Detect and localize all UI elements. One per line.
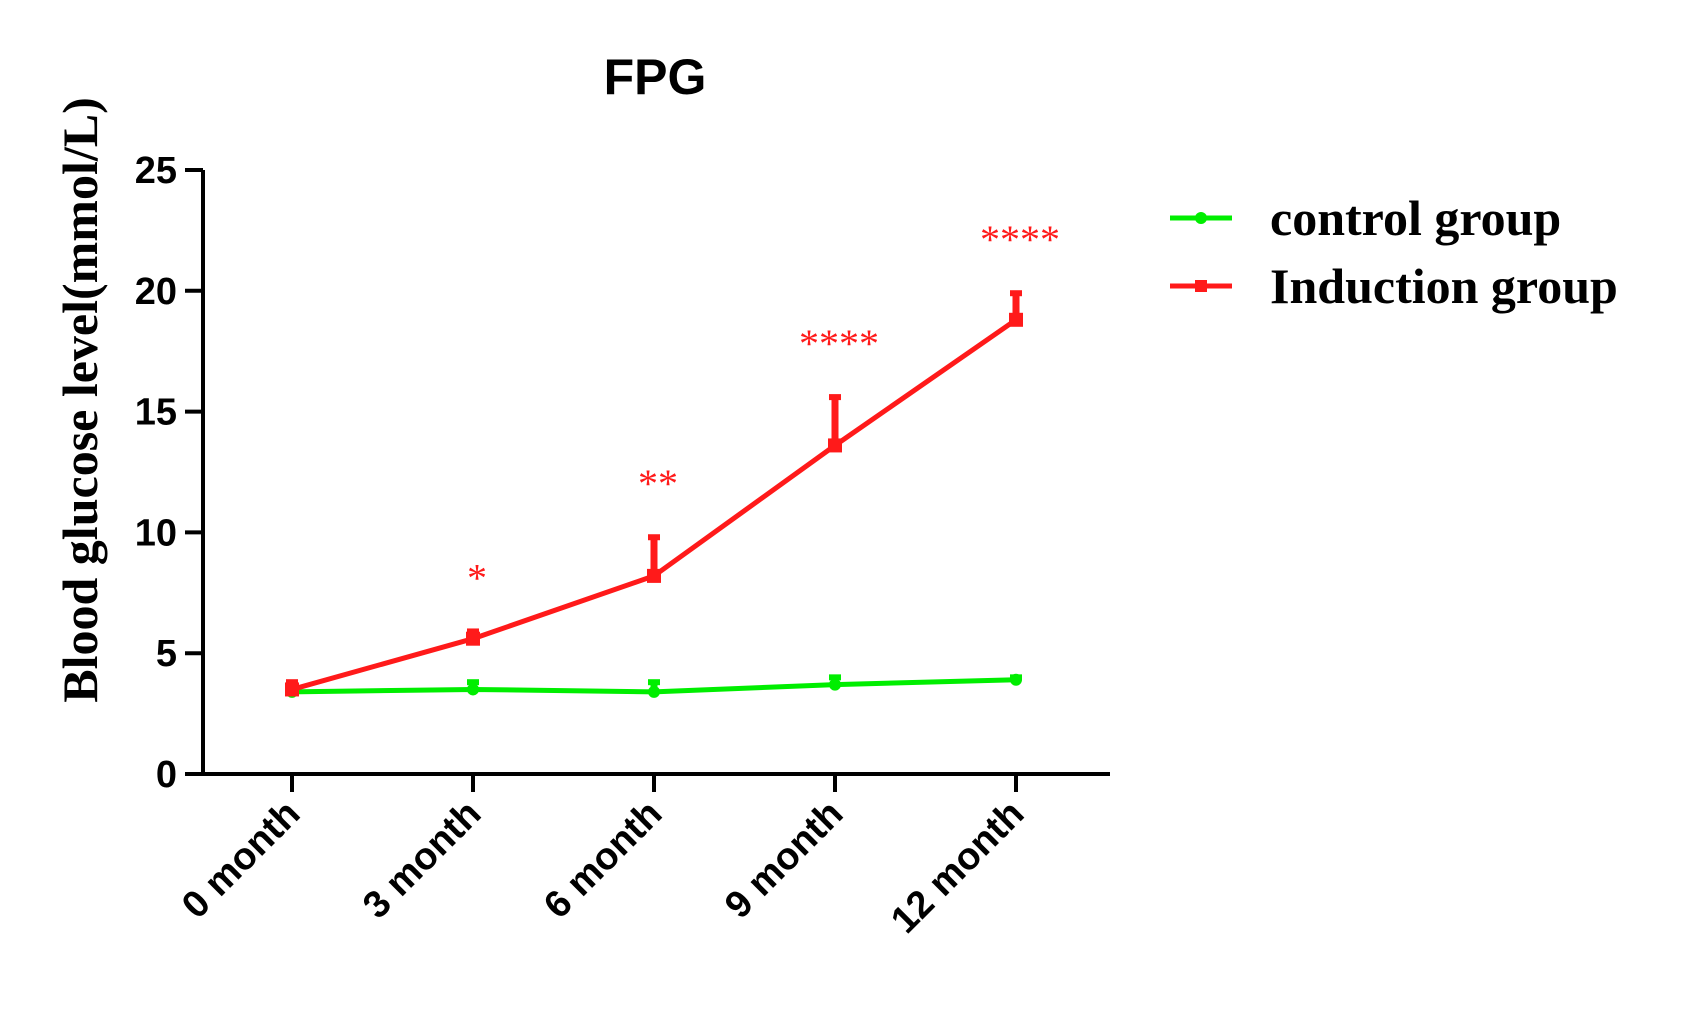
legend: control group Induction group: [1170, 190, 1618, 314]
y-tick-label: 20: [135, 271, 177, 313]
series-0: [286, 673, 1022, 698]
data-point: [1009, 312, 1023, 327]
data-point: [467, 683, 479, 696]
significance-mark: *: [467, 555, 487, 600]
data-point: [828, 438, 842, 453]
data-point: [466, 631, 480, 646]
significance-mark: ****: [799, 321, 879, 366]
data-point: [829, 678, 841, 691]
y-tick-label: 10: [135, 512, 177, 554]
axes: 0 5 10 15 20 25 0 month 3 month 6 month 9 month 12…: [135, 150, 1110, 942]
data-point: [648, 685, 660, 698]
data-point: [647, 568, 661, 583]
x-tick-label: 12 month: [883, 793, 1032, 942]
x-tick-label: 3 month: [355, 793, 489, 927]
legend-label: control group: [1270, 190, 1561, 246]
legend-item: Induction group: [1170, 258, 1618, 314]
data-point: [285, 682, 299, 697]
legend-marker: [1195, 280, 1207, 292]
x-tick-label: 0 month: [174, 793, 308, 927]
significance-mark: **: [638, 461, 678, 506]
y-tick-label: 25: [135, 150, 177, 192]
significance-annotations: ***********: [467, 217, 1060, 600]
legend-label: Induction group: [1270, 258, 1618, 314]
chart-title: FPG: [604, 49, 707, 105]
x-tick-label: 9 month: [717, 793, 851, 927]
y-axis-label: Blood glucose level(mmol/L): [52, 97, 108, 703]
legend-marker: [1195, 212, 1207, 224]
series-layer: [285, 290, 1023, 698]
y-tick-label: 0: [156, 754, 177, 796]
y-tick-label: 5: [156, 633, 177, 675]
significance-mark: ****: [980, 217, 1060, 262]
y-tick-label: 15: [135, 392, 177, 434]
series-1: [285, 290, 1023, 697]
legend-item: control group: [1170, 190, 1561, 246]
data-point: [1010, 673, 1022, 686]
x-tick-label: 6 month: [536, 793, 670, 927]
